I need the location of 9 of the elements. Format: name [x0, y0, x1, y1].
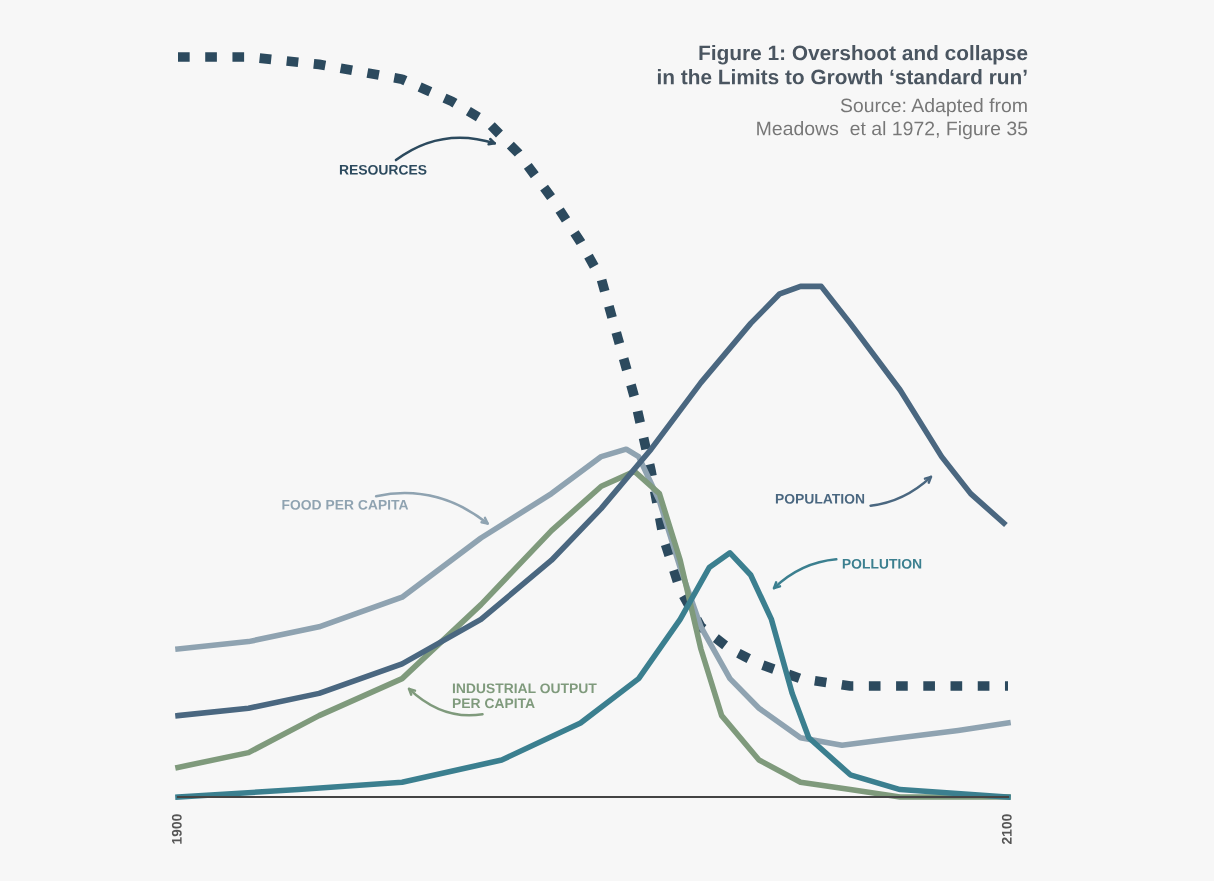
x-tick-label: 1900	[171, 814, 182, 844]
legend-label: POPULATION	[775, 493, 865, 504]
annotation: Source: Adapted from Meadows et al 1972, Figure 35	[757, 98, 1028, 140]
text: RESOURCES	[339, 164, 427, 175]
text: POLLUTION	[842, 558, 922, 569]
text: FOOD PER CAPITA	[282, 499, 409, 510]
text: INDUSTRIAL OUTPUT PER CAPITA	[452, 683, 597, 709]
chart-title: Figure 1: Overshoot and collapse in the Limits to Growth ‘standard run’	[657, 45, 1028, 85]
x-tick-label: 2100	[1001, 814, 1012, 845]
